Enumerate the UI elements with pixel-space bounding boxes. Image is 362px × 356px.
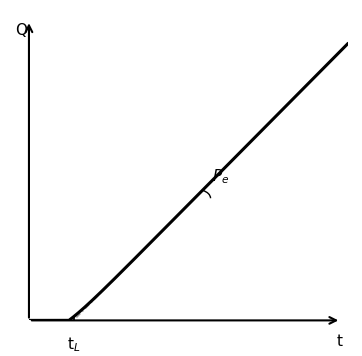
Text: Q: Q (15, 23, 27, 38)
Text: t$_L$: t$_L$ (67, 336, 80, 355)
Text: P$_e$: P$_e$ (212, 167, 230, 186)
Text: t: t (337, 334, 342, 349)
